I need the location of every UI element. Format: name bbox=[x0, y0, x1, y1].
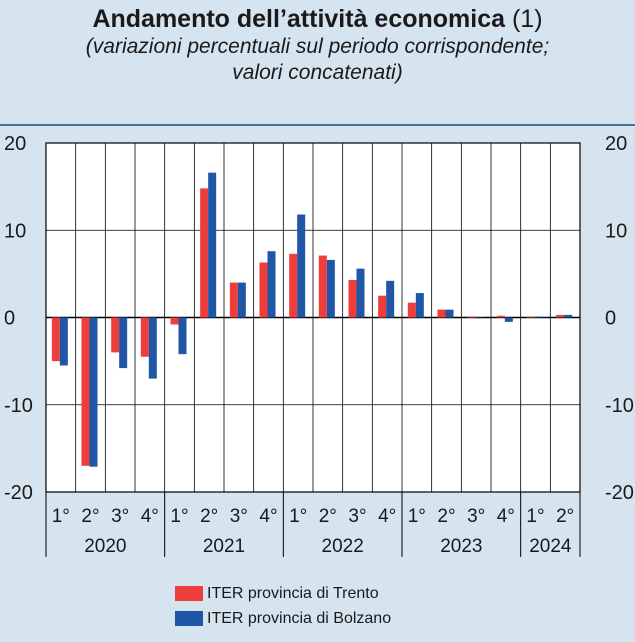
bar-trento bbox=[140, 317, 149, 357]
legend-label-trento: ITER provincia di Trento bbox=[207, 584, 379, 602]
legend-item-trento: ITER provincia di Trento bbox=[175, 581, 391, 606]
bar-trento bbox=[556, 314, 565, 318]
bar-trento bbox=[437, 309, 446, 318]
chart-title-main: Andamento dell’attività economica bbox=[92, 5, 506, 33]
bar-trento bbox=[289, 253, 298, 318]
x-tick-label-quarter: 2° bbox=[200, 506, 218, 527]
legend-item-bolzano: ITER provincia di Bolzano bbox=[175, 606, 391, 631]
bar-trento bbox=[170, 317, 179, 325]
bar-bolzano bbox=[208, 172, 217, 318]
bar-trento bbox=[259, 262, 268, 318]
x-tick-label-quarter: 2° bbox=[81, 506, 99, 527]
y-tick-label-left: 20 bbox=[4, 133, 26, 155]
x-tick-label-quarter: 2° bbox=[556, 506, 574, 527]
x-tick-label-quarter: 2° bbox=[437, 506, 455, 527]
chart-title-note: (1) bbox=[511, 5, 543, 33]
y-tick-label-right: -20 bbox=[605, 482, 634, 504]
chart-title-block: Andamento dell’attività economica (1) (v… bbox=[0, 4, 635, 86]
x-tick-label-quarter: 3° bbox=[348, 506, 366, 527]
x-tick-label-quarter: 1° bbox=[289, 506, 307, 527]
x-tick-label-year: 2020 bbox=[84, 536, 126, 557]
bar-bolzano bbox=[297, 214, 306, 318]
title-divider bbox=[0, 124, 635, 126]
chart-subtitle-line-2: valori concatenati) bbox=[232, 61, 403, 84]
legend-label-bolzano: ITER provincia di Bolzano bbox=[207, 609, 392, 627]
bar-trento bbox=[318, 255, 327, 318]
legend-swatch-trento bbox=[175, 586, 203, 601]
bar-trento bbox=[378, 295, 387, 318]
bar-trento bbox=[81, 317, 90, 466]
bar-bolzano bbox=[148, 317, 157, 379]
y-tick-label-left: 0 bbox=[4, 308, 15, 330]
x-tick-label-quarter: 3° bbox=[230, 506, 248, 527]
plot-border bbox=[45, 142, 581, 493]
x-tick-label-quarter: 4° bbox=[497, 506, 515, 527]
x-tick-label-year: 2021 bbox=[203, 536, 245, 557]
x-tick-label-quarter: 3° bbox=[467, 506, 485, 527]
bar-trento bbox=[111, 317, 120, 353]
x-tick-label-quarter: 4° bbox=[378, 506, 396, 527]
legend: ITER provincia di Trento ITER provincia … bbox=[175, 581, 391, 631]
y-tick-label-right: 0 bbox=[605, 308, 616, 330]
x-tick-label-year: 2024 bbox=[529, 536, 572, 557]
bar-bolzano bbox=[89, 317, 98, 467]
legend-swatch-bolzano bbox=[175, 611, 203, 626]
y-tick-label-left: -10 bbox=[4, 395, 33, 417]
bar-trento bbox=[200, 188, 209, 318]
bar-bolzano bbox=[356, 268, 365, 318]
x-tick-label-quarter: 1° bbox=[52, 506, 70, 527]
bar-bolzano bbox=[59, 317, 68, 366]
y-tick-label-left: 10 bbox=[4, 220, 26, 242]
y-tick-label-right: -10 bbox=[605, 395, 634, 417]
x-tick-label-quarter: 4° bbox=[259, 506, 277, 527]
chart-subtitle-line-1: (variazioni percentuali sul periodo corr… bbox=[85, 35, 550, 58]
x-tick-label-quarter: 4° bbox=[141, 506, 159, 527]
y-tick-label-right: 10 bbox=[605, 220, 627, 242]
y-tick-label-right: 20 bbox=[605, 133, 627, 155]
bar-bolzano bbox=[415, 293, 424, 318]
bar-bolzano bbox=[564, 314, 573, 318]
x-tick-label-quarter: 3° bbox=[111, 506, 129, 527]
bar-trento bbox=[467, 316, 476, 318]
x-tick-label-quarter: 1° bbox=[170, 506, 188, 527]
bar-bolzano bbox=[475, 317, 484, 319]
bar-bolzano bbox=[119, 317, 128, 369]
bar-bolzano bbox=[534, 316, 543, 318]
bar-bolzano bbox=[504, 317, 513, 322]
x-tick-label-quarter: 1° bbox=[408, 506, 426, 527]
x-tick-label-year: 2023 bbox=[440, 536, 482, 557]
bar-bolzano bbox=[445, 309, 454, 318]
bar-trento bbox=[51, 317, 60, 362]
bar-trento bbox=[526, 316, 535, 318]
y-tick-label-left: -20 bbox=[4, 482, 33, 504]
bar-trento bbox=[229, 282, 238, 318]
x-tick-label-year: 2022 bbox=[322, 536, 364, 557]
bar-trento bbox=[348, 279, 357, 318]
x-tick-label-quarter: 1° bbox=[526, 506, 544, 527]
bar-trento bbox=[407, 302, 416, 318]
bar-bolzano bbox=[178, 317, 187, 355]
bar-bolzano bbox=[237, 282, 246, 318]
x-tick-label-quarter: 2° bbox=[319, 506, 337, 527]
bar-trento bbox=[496, 315, 505, 318]
bar-bolzano bbox=[267, 251, 276, 318]
chart-title: Andamento dell’attività economica (1) bbox=[0, 4, 635, 34]
bar-bolzano bbox=[386, 280, 395, 318]
bar-bolzano bbox=[326, 259, 335, 318]
